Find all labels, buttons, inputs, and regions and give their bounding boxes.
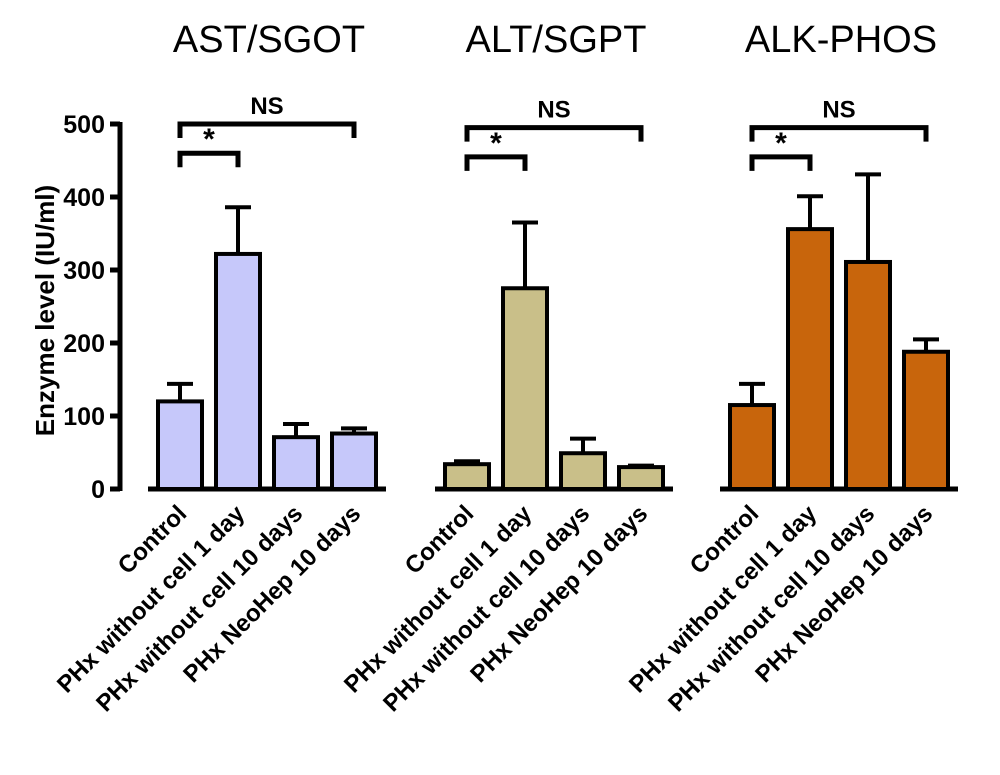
- significance-star: *: [490, 127, 502, 160]
- bar-phx-without-cell-1-day: [214, 251, 262, 491]
- group-title: ALT/SGPT: [466, 19, 647, 61]
- ns-bracket: [464, 125, 644, 142]
- y-tick-label: 100: [63, 403, 105, 431]
- bar-phx-without-cell-10-days: [272, 435, 320, 492]
- ns-label: NS: [250, 93, 283, 120]
- y-tick-label: 400: [63, 184, 105, 212]
- y-tick-label: 200: [63, 330, 105, 358]
- y-axis: 0 100 200 300 400 500 Enzyme level (IU/ml): [30, 111, 123, 504]
- significance-star: *: [203, 123, 215, 156]
- bar-control: [728, 403, 776, 491]
- significance-bracket: [177, 150, 241, 168]
- significance-bracket: [749, 154, 813, 171]
- y-tick-label: 500: [63, 111, 105, 139]
- bar-phx-without-cell-10-days: [559, 451, 607, 492]
- group-title: ALK-PHOS: [745, 19, 937, 61]
- bar-phx-neohep-10-days: [617, 465, 665, 492]
- significance-bracket: [464, 154, 528, 171]
- ns-label: NS: [537, 97, 570, 124]
- ns-bracket: [749, 125, 929, 142]
- significance-star: *: [775, 127, 787, 160]
- ns-bracket: [177, 121, 357, 138]
- bar-control: [156, 399, 204, 491]
- bar-phx-without-cell-1-day: [501, 286, 549, 491]
- bar-phx-without-cell-1-day: [786, 227, 834, 491]
- y-axis-label: Enzyme level (IU/ml): [30, 185, 60, 436]
- y-tick-label: 300: [63, 257, 105, 285]
- y-tick-label: 0: [91, 476, 105, 504]
- bar-control: [443, 462, 491, 491]
- bar-phx-neohep-10-days: [330, 431, 378, 491]
- bar-phx-without-cell-10-days: [844, 259, 892, 491]
- group-title: AST/SGOT: [173, 19, 365, 61]
- ns-label: NS: [822, 97, 855, 124]
- bar-phx-neohep-10-days: [902, 349, 950, 492]
